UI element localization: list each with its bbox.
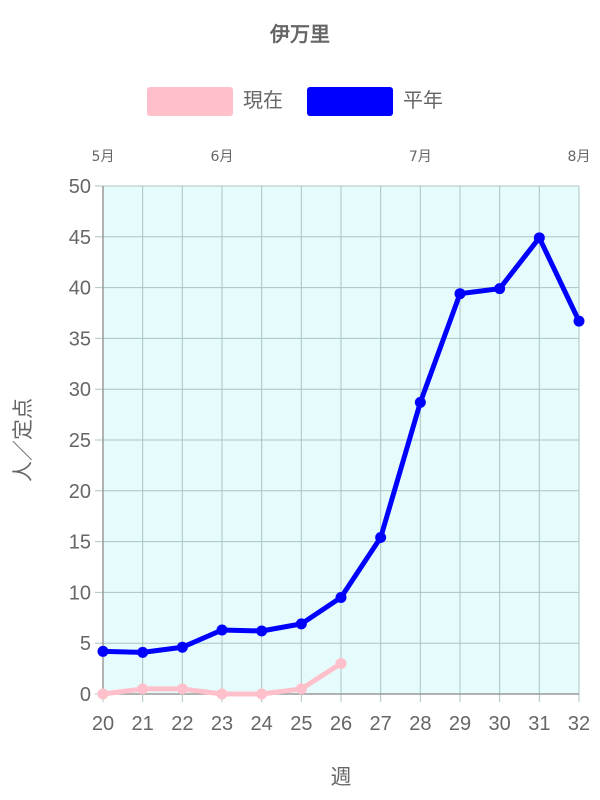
legend-label-1: 現在 [243, 88, 283, 112]
legend: 現在 平年 [147, 87, 443, 116]
month-label: 5月 [92, 149, 115, 165]
series-layer [97, 232, 585, 700]
legend-label-2: 平年 [403, 88, 443, 112]
month-label: 8月 [568, 149, 591, 165]
data-point [176, 683, 188, 695]
y-tick-label: 20 [69, 481, 91, 503]
legend-swatch-1 [147, 87, 233, 116]
data-point [97, 688, 109, 700]
data-point [97, 645, 109, 657]
x-tick-label: 30 [489, 713, 511, 735]
data-point [256, 688, 268, 700]
data-point [295, 618, 307, 630]
x-tick-label: 28 [409, 713, 431, 735]
y-tick-label: 5 [80, 633, 91, 655]
data-point [137, 646, 149, 658]
x-axis-label: 週 [331, 765, 352, 789]
x-tick-label: 31 [528, 713, 550, 735]
y-tick-label: 15 [69, 532, 91, 554]
x-tick-label: 20 [92, 713, 114, 735]
month-label: 7月 [409, 149, 432, 165]
x-tick-labels: 20 21 22 23 24 25 26 27 28 29 30 31 32 [92, 713, 590, 735]
series-2 [97, 232, 585, 658]
series-1 [97, 658, 347, 700]
x-tick-label: 24 [251, 713, 273, 735]
x-tick-label: 21 [132, 713, 154, 735]
grid [95, 185, 580, 702]
x-tick-label: 27 [370, 713, 392, 735]
data-point [256, 625, 268, 637]
month-labels: 5月 6月 7月 8月 [92, 149, 591, 165]
legend-swatch-2 [307, 87, 393, 116]
y-axis-label: 人／定点 [11, 398, 35, 482]
x-tick-label: 32 [568, 713, 590, 735]
data-point [533, 232, 545, 244]
x-tick-label: 23 [211, 713, 233, 735]
data-point [216, 688, 228, 700]
y-tick-label: 40 [69, 278, 91, 300]
y-tick-label: 45 [69, 227, 91, 249]
y-tick-label: 35 [69, 328, 91, 350]
data-point [176, 641, 188, 653]
x-tick-label: 22 [171, 713, 193, 735]
x-tick-label: 29 [449, 713, 471, 735]
data-point [335, 658, 347, 670]
data-point [137, 683, 149, 695]
data-point [414, 396, 426, 408]
data-point [375, 532, 387, 544]
chart-title: 伊万里 [269, 22, 330, 46]
y-tick-labels: 0 5 10 15 20 25 30 35 40 45 50 [69, 176, 91, 706]
y-tick-label: 25 [69, 430, 91, 452]
y-tick-label: 30 [69, 379, 91, 401]
data-point [295, 683, 307, 695]
data-point [494, 283, 506, 295]
month-label: 6月 [211, 149, 234, 165]
y-tick-label: 0 [80, 684, 91, 706]
data-point [216, 624, 228, 636]
x-tick-label: 25 [290, 713, 312, 735]
y-tick-label: 10 [69, 582, 91, 604]
data-point [454, 288, 466, 300]
data-point [335, 591, 347, 603]
data-point [573, 315, 585, 327]
y-tick-label: 50 [69, 176, 91, 198]
x-tick-label: 26 [330, 713, 352, 735]
